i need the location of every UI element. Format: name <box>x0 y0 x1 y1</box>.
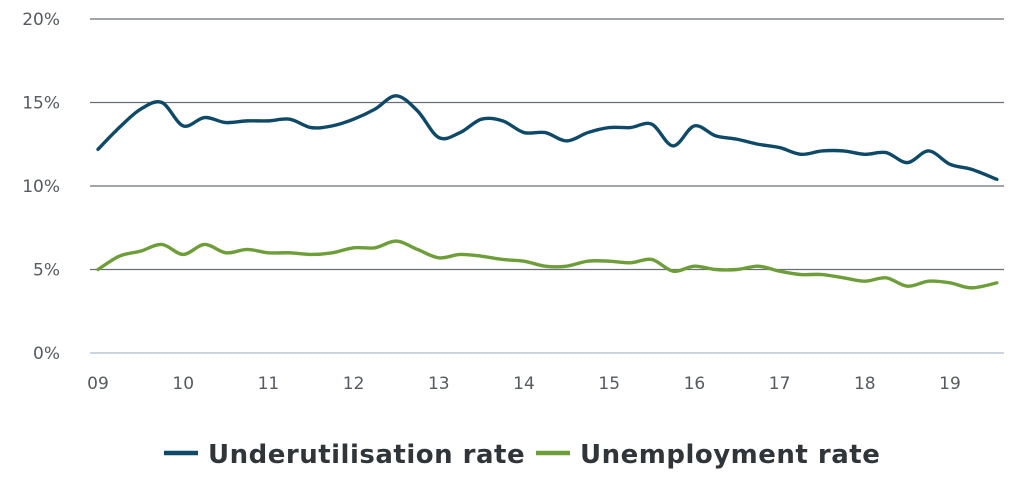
x-tick-label: 14 <box>513 374 535 394</box>
x-tick-label: 13 <box>428 374 450 394</box>
x-tick-label: 15 <box>598 374 620 394</box>
x-tick-label: 16 <box>684 374 706 394</box>
x-tick-label: 12 <box>343 374 365 394</box>
y-tick-label: 5% <box>33 261 60 281</box>
legend-label-underutilisation: Underutilisation rate <box>208 440 525 470</box>
legend: Underutilisation rate Unemployment rate <box>164 440 880 470</box>
y-tick-label: 15% <box>22 94 60 114</box>
x-tick-label: 19 <box>939 374 961 394</box>
grid-lines <box>90 18 1004 354</box>
y-tick-label: 0% <box>33 344 60 364</box>
x-tick-label: 10 <box>172 374 194 394</box>
x-tick-label: 17 <box>769 374 791 394</box>
series-line-unemployment <box>96 239 999 290</box>
x-tick-label: 11 <box>258 374 280 394</box>
y-tick-label: 10% <box>22 177 60 197</box>
x-tick-label: 09 <box>87 374 109 394</box>
x-axis-tick-labels: 09 10 11 12 13 14 15 16 17 18 19 <box>87 374 961 394</box>
series-line-underutilisation <box>96 94 999 182</box>
series-lines <box>96 94 999 290</box>
legend-label-unemployment: Unemployment rate <box>580 440 880 470</box>
y-tick-label: 20% <box>22 10 60 30</box>
x-tick-label: 18 <box>854 374 876 394</box>
y-axis-tick-labels: 0% 5% 10% 15% 20% <box>22 10 60 364</box>
